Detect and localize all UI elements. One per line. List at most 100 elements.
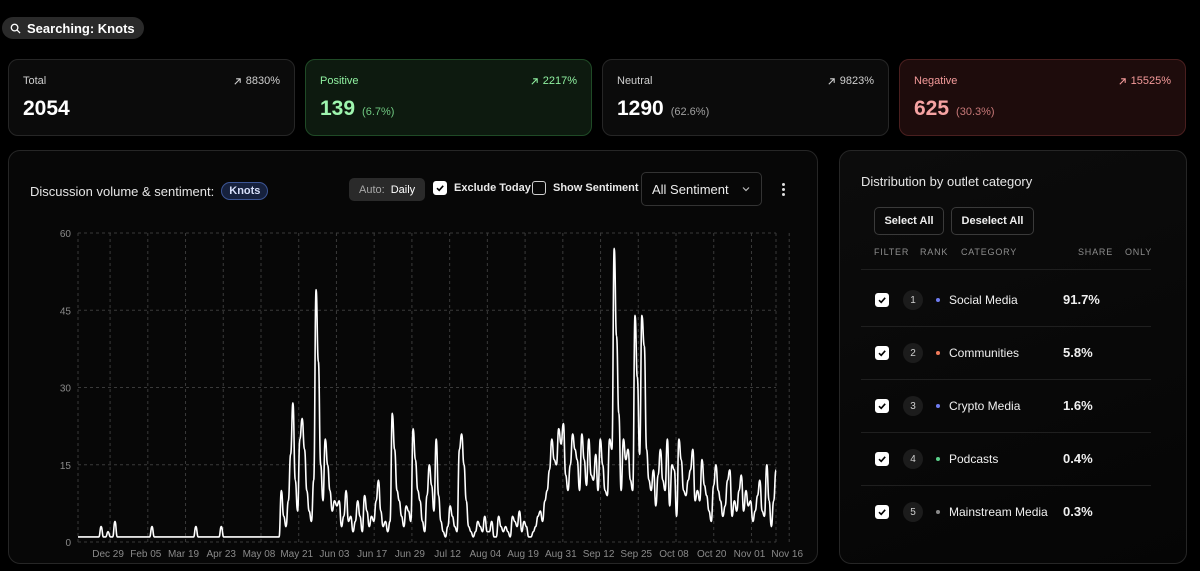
volume-line-chart: 0 15 30 45 60 Dec 29 Feb 05 Mar 19 Apr 23 May 08 M… [60,229,804,560]
stat-label: Neutral [617,75,653,87]
divider [861,326,1151,327]
stat-card-positive: Positive 2217% 139 (6.7%) [305,59,592,136]
category-row[interactable]: 1 Social Media 91.7% [861,274,1151,326]
sentiment-select[interactable]: All Sentiment [641,172,762,206]
category-name: Podcasts [949,452,999,466]
exclude-today-toggle[interactable]: Exclude Today [433,181,531,195]
category-dot [936,351,940,355]
select-all-button[interactable]: Select All [874,207,944,235]
category-checkbox[interactable] [875,505,889,519]
stat-value: 625 (30.3%) [914,97,995,120]
x-tick-label: Jun 29 [395,549,425,560]
category-checkbox[interactable] [875,293,889,307]
show-sentiment-toggle[interactable]: Show Sentiment [532,181,639,195]
divider [861,269,1151,270]
distribution-title: Distribution by outlet category [861,174,1033,189]
header-rank: RANK [920,247,949,257]
check-icon [878,350,886,357]
stat-value: 139 (6.7%) [320,97,395,120]
category-row[interactable]: 4 Podcasts 0.4% [861,433,1151,485]
category-share: 0.3% [1063,504,1093,519]
category-name: Crypto Media [949,399,1021,413]
check-icon [878,509,886,516]
check-icon [878,297,886,304]
stat-change: 2217% [530,75,577,87]
stat-label: Negative [914,75,958,87]
category-checkbox[interactable] [875,452,889,466]
x-tick-label: Feb 05 [130,549,162,560]
volume-series-line [77,247,777,538]
x-tick-label: Nov 01 [734,549,766,560]
search-tag: Knots [221,182,269,200]
header-category: CATEGORY [961,247,1018,257]
header-only: ONLY [1125,247,1153,257]
check-icon [878,456,886,463]
stat-card-total: Total 8830% 2054 [8,59,295,136]
search-label: Searching: Knots [27,20,135,36]
deselect-all-button[interactable]: Deselect All [951,207,1034,235]
category-share: 5.8% [1063,345,1093,360]
x-tick-label: Oct 08 [659,549,689,560]
divider [861,432,1151,433]
x-tick-label: May 08 [243,549,276,560]
stat-percent: (30.3%) [956,106,995,118]
stat-percent: (62.6%) [670,106,710,118]
x-tick-label: Nov 16 [771,549,803,560]
y-tick-label: 15 [60,461,72,472]
rank-badge: 3 [903,396,923,416]
interval-toggle[interactable]: Auto: Daily [349,178,426,201]
x-tick-label: May 21 [280,549,313,560]
search-chip[interactable]: Searching: Knots [2,17,144,39]
check-icon [436,185,444,192]
distribution-panel: Distribution by outlet category Select A… [839,150,1187,564]
stat-card-negative: Negative 15525% 625 (30.3%) [899,59,1186,136]
arrow-up-right-icon [828,77,835,85]
header-share: SHARE [1078,247,1114,257]
arrow-up-right-icon [531,77,538,85]
rank-badge: 5 [903,502,923,522]
category-share: 0.4% [1063,451,1093,466]
rank-badge: 2 [903,343,923,363]
x-tick-label: Jun 17 [357,549,387,560]
category-dot [936,457,940,461]
chart-title: Discussion volume & sentiment: Knots [30,182,269,200]
category-checkbox[interactable] [875,399,889,413]
category-share: 91.7% [1063,292,1100,307]
category-name: Communities [949,346,1020,360]
category-row[interactable]: 5 Mainstream Media 0.3% [861,486,1151,538]
x-tick-label: Aug 04 [470,549,502,560]
checkbox[interactable] [433,181,447,195]
category-dot [936,298,940,302]
category-row[interactable]: 2 Communities 5.8% [861,327,1151,379]
search-icon [10,23,21,34]
x-tick-label: Sep 25 [620,549,652,560]
stat-card-neutral: Neutral 9823% 1290 (62.6%) [602,59,889,136]
chevron-down-icon [742,187,750,192]
rank-badge: 1 [903,290,923,310]
x-tick-label: Aug 19 [507,549,539,560]
category-row[interactable]: 3 Crypto Media 1.6% [861,380,1151,432]
x-tick-label: Dec 29 [92,549,124,560]
stat-value: 2054 [23,97,70,120]
arrow-up-right-icon [234,77,241,85]
checkbox[interactable] [532,181,546,195]
divider [861,379,1151,380]
category-name: Social Media [949,293,1018,307]
y-tick-label: 0 [65,538,71,549]
x-tick-label: Sep 12 [583,549,615,560]
x-tick-label: Jun 03 [319,549,349,560]
x-tick-label: Aug 31 [545,549,577,560]
stat-label: Total [23,75,47,87]
arrow-up-right-icon [1119,77,1126,85]
x-tick-label: Oct 20 [697,549,727,560]
y-tick-label: 60 [60,229,72,240]
category-dot [936,510,940,514]
stat-change: 8830% [233,75,280,87]
stat-value: 1290 (62.6%) [617,97,710,120]
volume-chart-panel: Discussion volume & sentiment: Knots Aut… [8,150,818,564]
category-checkbox[interactable] [875,346,889,360]
y-tick-label: 30 [60,384,72,395]
stat-label: Positive [320,75,359,87]
stat-change: 9823% [827,75,874,87]
more-options-icon[interactable] [776,180,790,198]
